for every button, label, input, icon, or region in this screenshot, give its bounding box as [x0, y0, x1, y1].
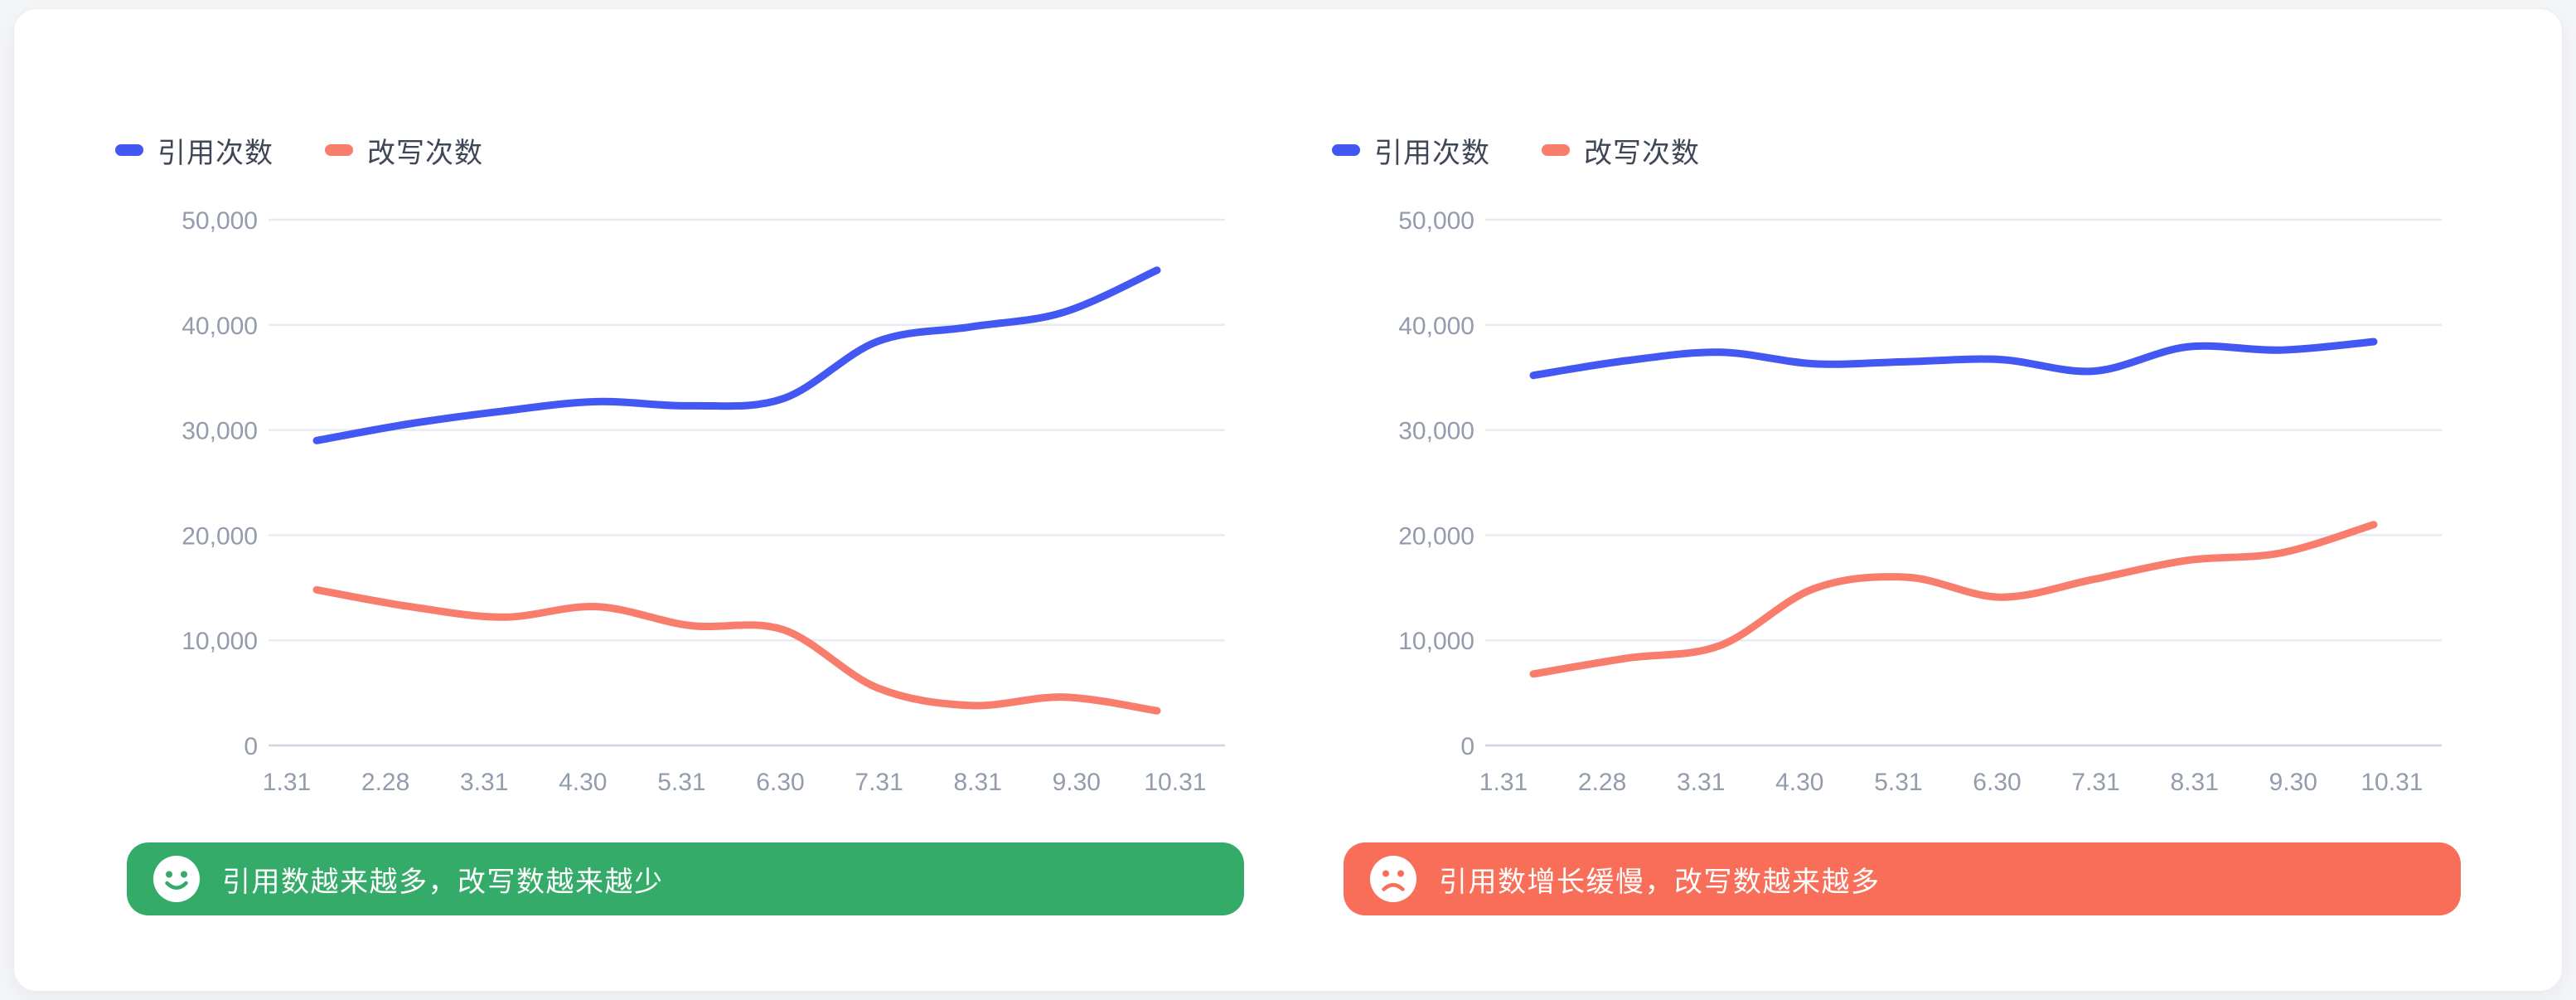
- svg-text:40,000: 40,000: [182, 313, 258, 340]
- rewrites-swatch: [1542, 144, 1570, 156]
- legend: 引用次数 改写次数: [1332, 133, 1700, 169]
- citations-swatch: [1332, 144, 1360, 156]
- svg-text:50,000: 50,000: [1398, 207, 1474, 235]
- svg-text:10.31: 10.31: [2361, 769, 2423, 796]
- legend-label: 改写次数: [1584, 137, 1700, 169]
- svg-text:2.28: 2.28: [1578, 769, 1626, 796]
- legend-item-citations[interactable]: 引用次数: [1332, 130, 1490, 171]
- svg-text:40,000: 40,000: [1398, 313, 1474, 340]
- smiley-face-icon: [153, 856, 200, 902]
- svg-text:9.30: 9.30: [2269, 769, 2317, 796]
- svg-text:0: 0: [1460, 733, 1474, 760]
- insight-banner-negative: 引用数增长缓慢，改写数越来越多: [1344, 842, 2461, 915]
- chart-card: 引用次数 改写次数 50,000 40,000 30,000 20,000 10,000…: [13, 8, 2563, 992]
- line-chart-right: 50,000 40,000 30,000 20,000 10,000 01.31 2.28 3…: [1398, 207, 2442, 796]
- svg-text:6.30: 6.30: [756, 769, 804, 796]
- citations-swatch: [115, 144, 143, 156]
- svg-text:10,000: 10,000: [1398, 628, 1474, 655]
- legend-item-rewrites[interactable]: 改写次数: [325, 130, 483, 171]
- svg-text:10,000: 10,000: [182, 628, 258, 655]
- svg-text:50,000: 50,000: [182, 207, 258, 235]
- svg-text:20,000: 20,000: [182, 522, 258, 550]
- svg-text:1.31: 1.31: [263, 769, 311, 796]
- svg-text:4.30: 4.30: [559, 769, 607, 796]
- svg-text:3.31: 3.31: [460, 769, 508, 796]
- svg-text:9.30: 9.30: [1053, 769, 1101, 796]
- chart-panel-left: 引用次数 改写次数 50,000 40,000 30,000 20,000 10,000…: [115, 9, 1244, 991]
- svg-text:8.31: 8.31: [954, 769, 1002, 796]
- legend-item-rewrites[interactable]: 改写次数: [1542, 130, 1700, 171]
- svg-text:2.28: 2.28: [361, 769, 409, 796]
- svg-text:20,000: 20,000: [1398, 522, 1474, 550]
- insight-banner-positive: 引用数越来越多，改写数越来越少: [127, 842, 1244, 915]
- legend-label: 引用次数: [157, 137, 274, 169]
- svg-text:6.30: 6.30: [1973, 769, 2021, 796]
- svg-text:30,000: 30,000: [182, 418, 258, 445]
- svg-text:10.31: 10.31: [1144, 769, 1206, 796]
- banner-text: 引用数增长缓慢，改写数越来越多: [1439, 866, 1881, 898]
- rewrites-swatch: [325, 144, 353, 156]
- svg-text:3.31: 3.31: [1677, 769, 1725, 796]
- frowny-face-icon: [1370, 856, 1416, 902]
- svg-text:5.31: 5.31: [1874, 769, 1922, 796]
- legend-item-citations[interactable]: 引用次数: [115, 130, 274, 171]
- legend: 引用次数 改写次数: [115, 133, 483, 169]
- chart-panel-right: 引用次数 改写次数 50,000 40,000 30,000 20,000 10,000…: [1332, 9, 2461, 991]
- svg-text:7.31: 7.31: [855, 769, 903, 796]
- svg-text:5.31: 5.31: [657, 769, 705, 796]
- svg-text:1.31: 1.31: [1479, 769, 1528, 796]
- svg-text:30,000: 30,000: [1398, 418, 1474, 445]
- legend-label: 引用次数: [1374, 137, 1490, 169]
- svg-text:4.30: 4.30: [1775, 769, 1823, 796]
- svg-text:0: 0: [244, 733, 258, 760]
- banner-text: 引用数越来越多，改写数越来越少: [222, 866, 664, 898]
- svg-text:8.31: 8.31: [2171, 769, 2219, 796]
- line-chart-left: 50,000 40,000 30,000 20,000 10,000 01.31 2.28 3…: [182, 207, 1225, 796]
- legend-label: 改写次数: [367, 137, 483, 169]
- svg-text:7.31: 7.31: [2071, 769, 2119, 796]
